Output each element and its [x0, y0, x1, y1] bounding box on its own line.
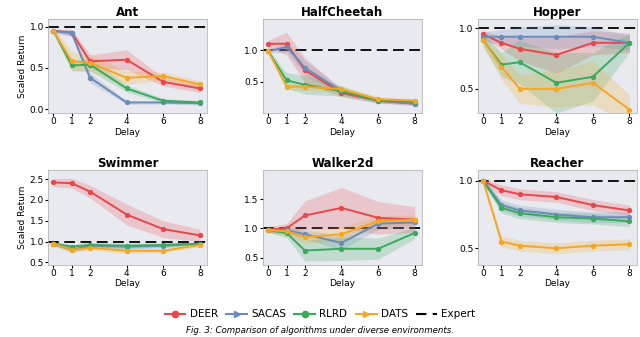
Title: HalfCheetah: HalfCheetah [301, 5, 383, 19]
Title: Ant: Ant [116, 5, 139, 19]
Y-axis label: Scaled Return: Scaled Return [18, 34, 27, 97]
X-axis label: Delay: Delay [330, 128, 355, 137]
Title: Reacher: Reacher [530, 157, 584, 170]
Title: Walker2d: Walker2d [311, 157, 374, 170]
X-axis label: Delay: Delay [115, 128, 141, 137]
Y-axis label: Scaled Return: Scaled Return [18, 186, 27, 249]
Text: Fig. 3: Comparison of algorithms under diverse environments.: Fig. 3: Comparison of algorithms under d… [186, 326, 454, 335]
Title: Swimmer: Swimmer [97, 157, 158, 170]
X-axis label: Delay: Delay [330, 279, 355, 288]
X-axis label: Delay: Delay [544, 128, 570, 137]
Legend: DEER, SACAS, RLRD, DATS, Expert: DEER, SACAS, RLRD, DATS, Expert [161, 305, 479, 324]
X-axis label: Delay: Delay [115, 279, 141, 288]
X-axis label: Delay: Delay [544, 279, 570, 288]
Title: Hopper: Hopper [533, 5, 582, 19]
